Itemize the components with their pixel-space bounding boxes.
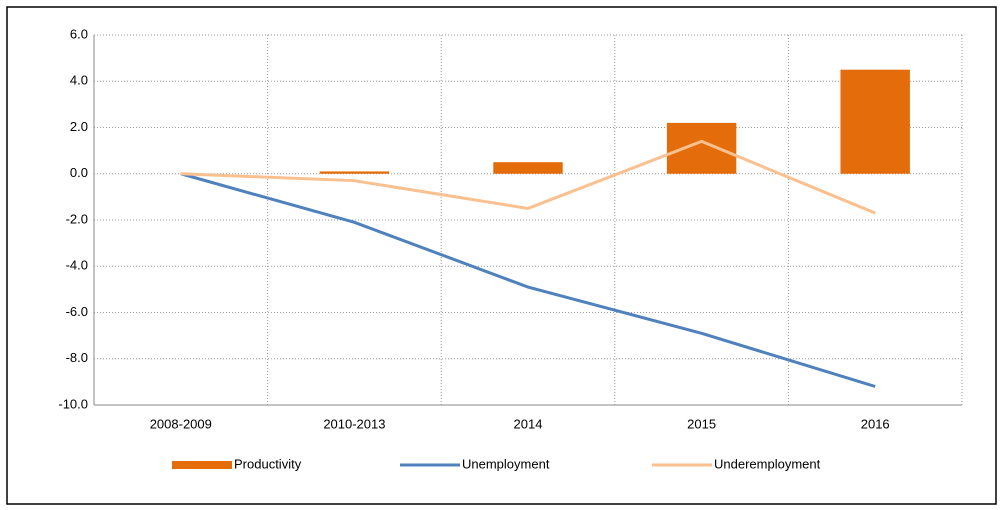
x-tick-label: 2008-2009 [150, 416, 212, 431]
legend-label: Unemployment [462, 456, 550, 471]
bar [666, 122, 737, 174]
legend-swatch [172, 461, 232, 469]
frame [6, 6, 997, 505]
y-tick-label: -6.0 [66, 304, 88, 319]
y-tick-label: 2.0 [70, 119, 88, 134]
y-tick-label: -8.0 [66, 350, 88, 365]
x-tick-label: 2014 [514, 416, 543, 431]
legend-label: Underemployment [714, 456, 821, 471]
line-series [180, 139, 876, 215]
legend-label: Productivity [234, 456, 302, 471]
y-tick-label: -2.0 [66, 211, 88, 226]
x-tick-label: 2016 [861, 416, 890, 431]
y-tick-label: -4.0 [66, 258, 88, 273]
line-series [180, 172, 876, 388]
y-tick-label: 0.0 [70, 165, 88, 180]
y-tick-label: -10.0 [58, 396, 88, 411]
y-tick-label: 6.0 [70, 26, 88, 41]
y-tick-label: 4.0 [70, 73, 88, 88]
bar [319, 171, 390, 174]
bar [840, 69, 910, 174]
x-tick-label: 2010-2013 [323, 416, 385, 431]
x-tick-label: 2015 [687, 416, 716, 431]
bar [493, 162, 563, 174]
